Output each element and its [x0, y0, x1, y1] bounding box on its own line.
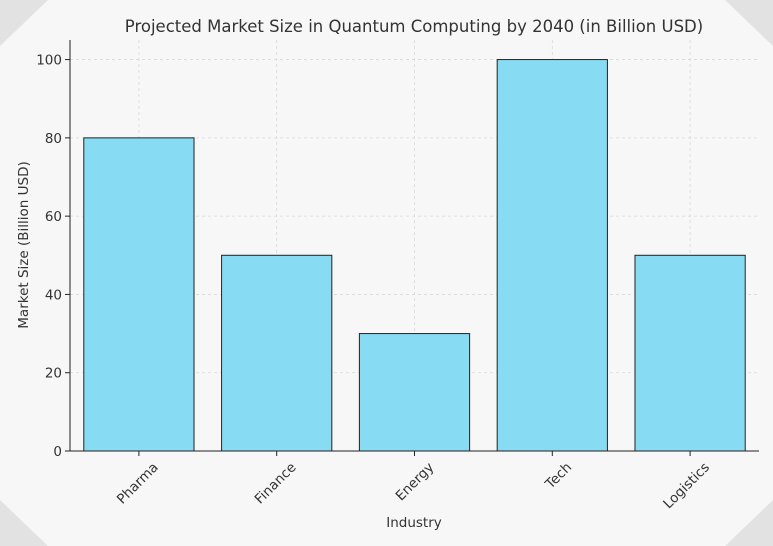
corner-fold-top-right — [725, 0, 773, 46]
x-axis-label: Industry — [386, 515, 442, 531]
bar-logistics — [634, 254, 746, 452]
corner-fold-bottom-right — [725, 500, 773, 546]
y-axis-label: Market Size (Billion USD) — [16, 161, 32, 328]
y-tick-label: 80 — [45, 131, 62, 147]
y-tick-layer: 0 20 40 60 80 100 — [36, 53, 70, 460]
y-tick-label: 100 — [36, 53, 62, 69]
corner-fold-top-left — [0, 0, 48, 46]
chart-title: Projected Market Size in Quantum Computi… — [125, 17, 703, 36]
y-tick-label: 40 — [45, 287, 62, 303]
bar-energy — [358, 333, 471, 452]
bar-layer — [83, 59, 746, 452]
bar-pharma — [83, 137, 195, 452]
bar-finance — [221, 254, 333, 452]
bar-tech — [496, 59, 608, 452]
y-tick-label: 20 — [45, 366, 62, 382]
corner-fold-bottom-left — [0, 500, 48, 546]
y-tick-label: 60 — [45, 209, 62, 225]
y-tick-label: 0 — [53, 444, 62, 460]
